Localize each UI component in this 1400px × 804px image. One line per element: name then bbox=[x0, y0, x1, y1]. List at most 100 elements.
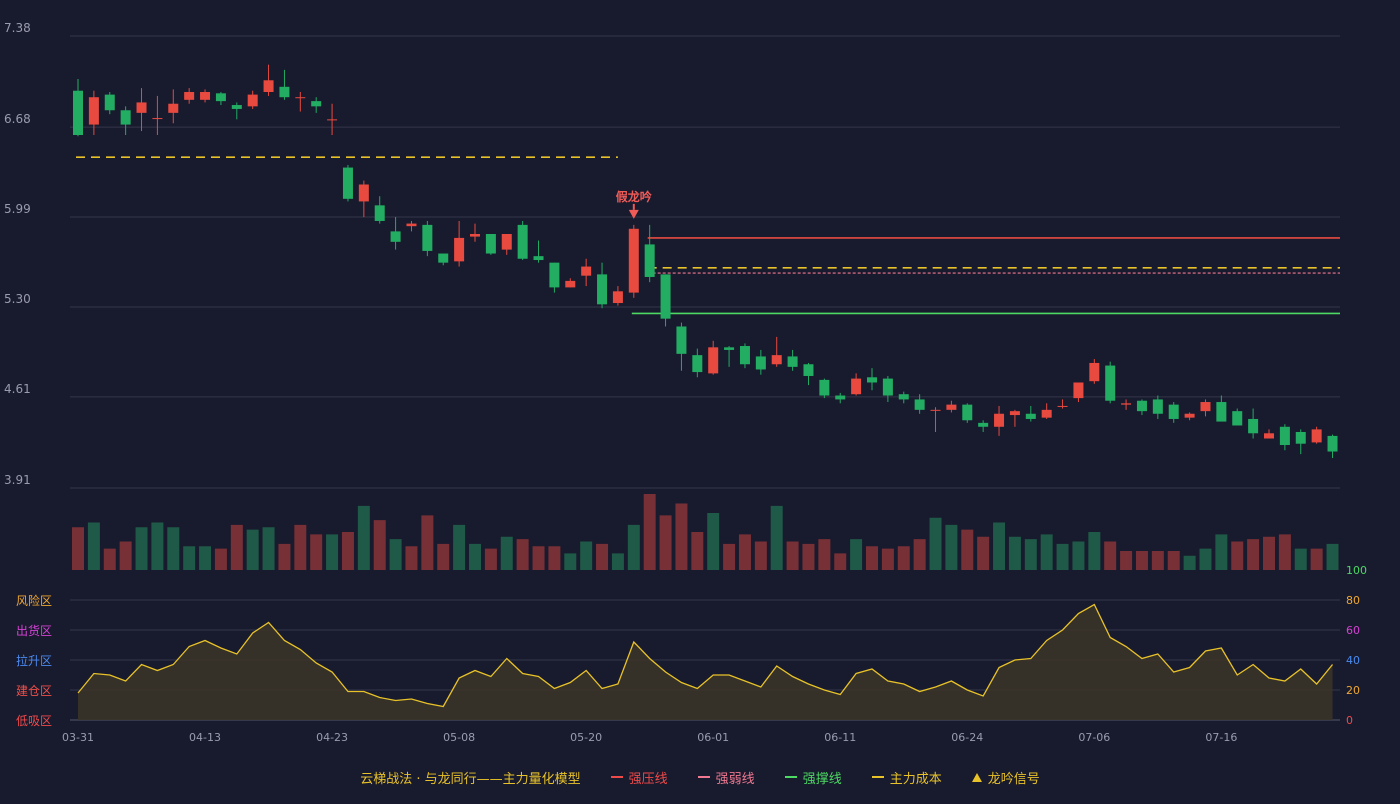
candle-body bbox=[1057, 405, 1068, 407]
volume-bar bbox=[1199, 548, 1212, 570]
volume-bar bbox=[294, 524, 307, 570]
candle-body bbox=[914, 399, 925, 410]
volume-bar bbox=[802, 543, 815, 570]
legend-swatch bbox=[697, 776, 710, 778]
candle-body bbox=[549, 262, 560, 288]
volume-bar bbox=[897, 546, 910, 570]
volume-bar bbox=[691, 532, 704, 570]
volume-bar bbox=[405, 546, 418, 570]
x-tick-label: 07-06 bbox=[1078, 731, 1110, 744]
volume-bar bbox=[119, 541, 132, 570]
candle-body bbox=[882, 378, 893, 396]
candle-body bbox=[946, 404, 957, 410]
volume-bar bbox=[611, 553, 624, 570]
candle-body bbox=[597, 274, 608, 305]
candle-body bbox=[867, 377, 877, 383]
oscillator-zone-label: 风险区 bbox=[16, 593, 52, 608]
candle-body bbox=[708, 347, 719, 374]
candle-body bbox=[279, 86, 290, 98]
candle-body bbox=[231, 105, 242, 109]
volume-bar bbox=[373, 520, 386, 570]
volume-bar bbox=[135, 527, 148, 570]
candle-body bbox=[787, 356, 798, 367]
x-tick-label: 03-31 bbox=[62, 731, 94, 744]
candle-body bbox=[406, 223, 417, 227]
volume-bar bbox=[659, 515, 672, 570]
oscillator-tick-label: 0 bbox=[1346, 714, 1353, 727]
candle-body bbox=[1311, 429, 1322, 443]
volume-bar bbox=[1231, 541, 1244, 570]
candle-body bbox=[311, 101, 322, 107]
volume-bar bbox=[786, 541, 799, 570]
candle-body bbox=[644, 244, 655, 277]
volume-bar bbox=[214, 548, 227, 570]
volume-bar bbox=[500, 536, 513, 570]
candle-body bbox=[454, 237, 465, 262]
volume-bar bbox=[675, 503, 688, 570]
legend-swatch bbox=[871, 776, 884, 778]
legend-label: 强弱线 bbox=[715, 771, 755, 787]
x-tick-label: 06-01 bbox=[697, 731, 729, 744]
candle-body bbox=[295, 97, 306, 99]
x-tick-label: 06-24 bbox=[951, 731, 983, 744]
candle-body bbox=[962, 404, 973, 421]
candle-body bbox=[612, 291, 623, 304]
volume-bar bbox=[1247, 539, 1260, 570]
candle-body bbox=[1073, 382, 1084, 399]
candle-body bbox=[1136, 400, 1147, 412]
oscillator-area bbox=[78, 604, 1333, 720]
candle-body bbox=[1264, 433, 1274, 439]
legend-item-strong-support[interactable]: 强撑线 bbox=[784, 768, 842, 787]
volume-bar bbox=[961, 529, 974, 570]
price-tick-label: 5.30 bbox=[4, 292, 31, 306]
oscillator-tick-label: 40 bbox=[1346, 654, 1360, 667]
candle-body bbox=[390, 231, 401, 242]
volume-bar bbox=[818, 539, 831, 570]
x-tick-label: 07-16 bbox=[1205, 731, 1237, 744]
volume-bar bbox=[929, 517, 942, 570]
volume-bar bbox=[1278, 534, 1291, 570]
candle-body bbox=[136, 102, 147, 113]
legend-item-strength-line[interactable]: 强弱线 bbox=[697, 768, 755, 787]
legend-item-main-cost[interactable]: 主力成本 bbox=[871, 768, 942, 787]
candle-body bbox=[327, 119, 338, 121]
price-tick-label: 6.68 bbox=[4, 112, 31, 126]
volume-bar bbox=[1120, 551, 1133, 570]
candle-body bbox=[120, 110, 131, 125]
legend-label: 主力成本 bbox=[889, 771, 942, 787]
volume-bar bbox=[707, 513, 720, 570]
candle-body bbox=[898, 394, 909, 400]
candle-body bbox=[1232, 411, 1243, 426]
candle-body bbox=[978, 422, 989, 427]
legend-label: 强撑线 bbox=[802, 771, 842, 787]
volume-bar bbox=[1024, 539, 1037, 570]
volume-bar bbox=[326, 534, 339, 570]
candle-body bbox=[1248, 418, 1259, 434]
volume-bar bbox=[1104, 541, 1117, 570]
volume-bar bbox=[580, 541, 593, 570]
volume-bar bbox=[532, 546, 545, 570]
oscillator-tick-label: 80 bbox=[1346, 594, 1360, 607]
x-tick-label: 05-08 bbox=[443, 731, 475, 744]
volume-bar bbox=[516, 539, 529, 570]
legend-item-dragon-signal[interactable]: 龙吟信号 bbox=[971, 768, 1040, 787]
candle-body bbox=[1152, 399, 1163, 414]
volume-bar bbox=[723, 543, 736, 570]
candle-body bbox=[168, 103, 179, 113]
volume-bar bbox=[484, 548, 497, 570]
candle-body bbox=[470, 233, 480, 237]
volume-bar bbox=[103, 548, 116, 570]
volume-bar bbox=[453, 524, 466, 570]
volume-bar bbox=[1263, 536, 1275, 570]
x-tick-label: 04-13 bbox=[189, 731, 221, 744]
volume-bar bbox=[738, 534, 751, 570]
oscillator-zone-label: 拉升区 bbox=[16, 653, 52, 668]
candle-body bbox=[581, 266, 592, 276]
legend-item-strong-resistance[interactable]: 强压线 bbox=[610, 768, 668, 787]
legend-swatch bbox=[610, 776, 623, 778]
candle-body bbox=[1200, 402, 1211, 412]
candle-body bbox=[660, 274, 671, 319]
candle-body bbox=[247, 94, 258, 107]
volume-bar bbox=[1056, 543, 1069, 570]
candle-body bbox=[88, 97, 99, 125]
